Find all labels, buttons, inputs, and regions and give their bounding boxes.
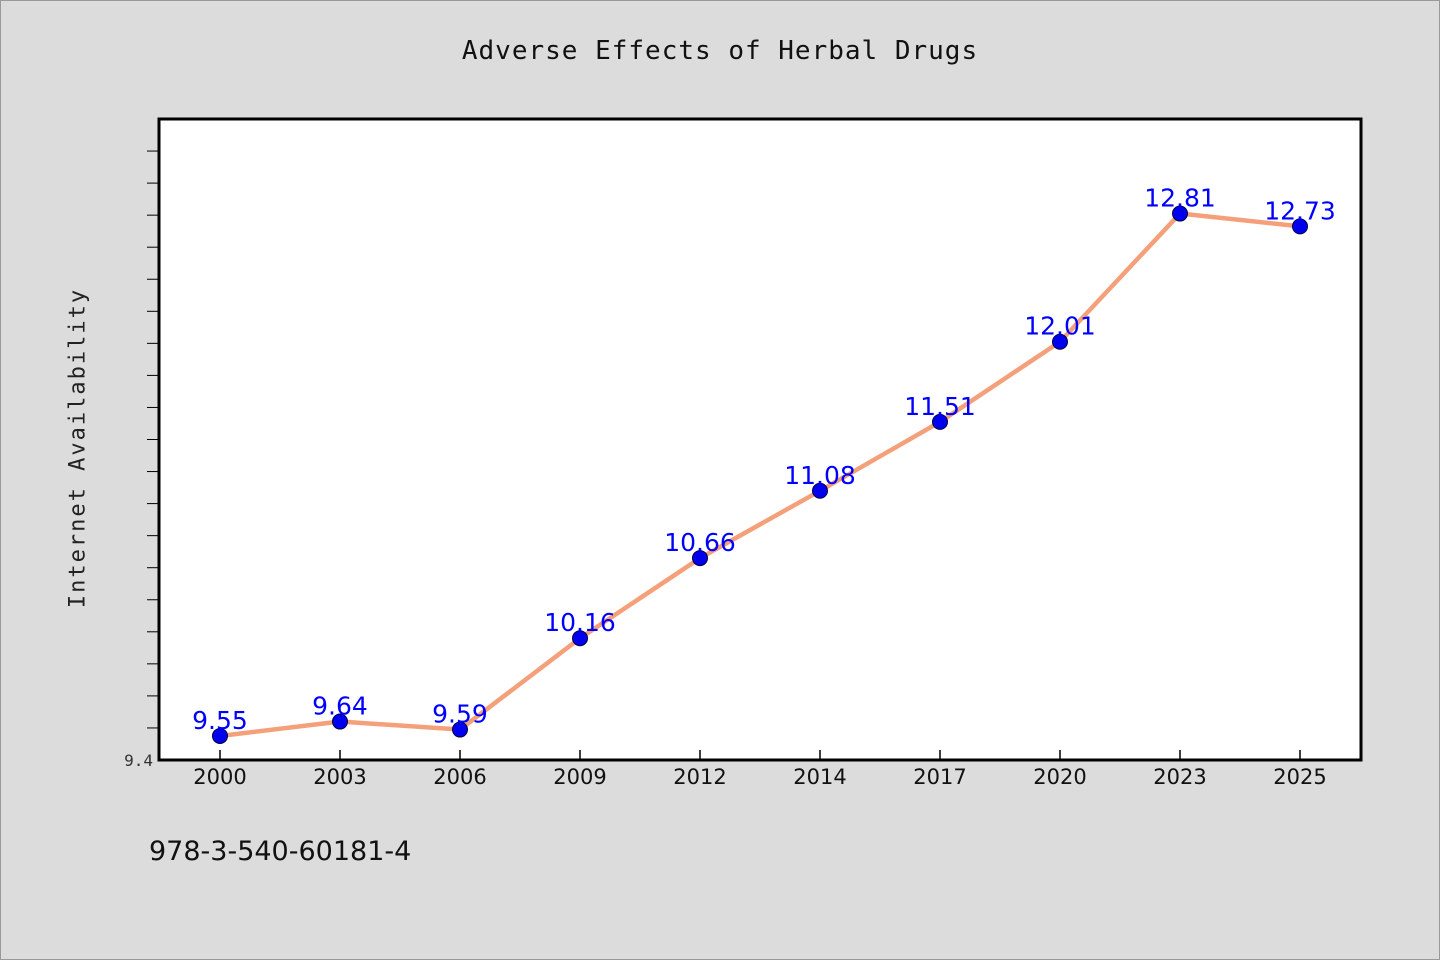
series-line bbox=[217, 211, 1303, 739]
data-label: 12.81 bbox=[1144, 184, 1216, 213]
x-tick-label: 2017 bbox=[913, 765, 966, 789]
data-point bbox=[212, 727, 228, 744]
y-tick-label: 9.4 bbox=[124, 751, 153, 770]
data-point bbox=[1292, 218, 1308, 235]
x-tick-label: 2025 bbox=[1273, 765, 1326, 789]
data-label: 9.55 bbox=[192, 706, 248, 735]
data-point bbox=[332, 713, 348, 730]
x-tick-label: 2020 bbox=[1033, 765, 1086, 789]
data-label: 11.51 bbox=[904, 392, 976, 421]
data-label: 12.73 bbox=[1264, 196, 1336, 225]
x-axis-ticks: 2000 2003 2006 2009 2012 2014 2017 2020 2023 2025 bbox=[193, 750, 1327, 789]
data-point bbox=[1052, 333, 1068, 350]
y-axis-ticks: 9.4 bbox=[124, 150, 159, 770]
data-point bbox=[452, 721, 468, 738]
data-point bbox=[932, 413, 948, 430]
data-labels: 9.55 9.64 9.59 10.16 10.66 11.08 11.51 12.01 12.… bbox=[192, 184, 1336, 735]
chart-title: Adverse Effects of Herbal Drugs bbox=[461, 36, 979, 66]
data-label: 10.16 bbox=[544, 608, 616, 637]
x-tick-label: 2014 bbox=[793, 765, 846, 789]
x-tick-label: 2000 bbox=[193, 765, 246, 789]
data-point bbox=[692, 550, 708, 567]
data-label: 10.66 bbox=[664, 528, 736, 557]
x-tick-label: 2012 bbox=[673, 765, 726, 789]
x-tick-label: 2009 bbox=[553, 765, 606, 789]
isbn-text: 978-3-540-60181-4 bbox=[149, 836, 412, 867]
data-label: 11.08 bbox=[784, 461, 856, 490]
data-point bbox=[1172, 205, 1188, 222]
x-tick-label: 2006 bbox=[433, 765, 486, 789]
x-tick-label: 2003 bbox=[313, 765, 366, 789]
data-label: 9.64 bbox=[312, 692, 368, 721]
data-point bbox=[572, 630, 588, 647]
data-label: 9.59 bbox=[432, 700, 488, 729]
x-tick-label: 2023 bbox=[1153, 765, 1206, 789]
data-point bbox=[812, 482, 828, 499]
data-markers bbox=[212, 205, 1308, 744]
plot-area bbox=[157, 117, 1363, 762]
data-label: 12.01 bbox=[1024, 312, 1096, 341]
